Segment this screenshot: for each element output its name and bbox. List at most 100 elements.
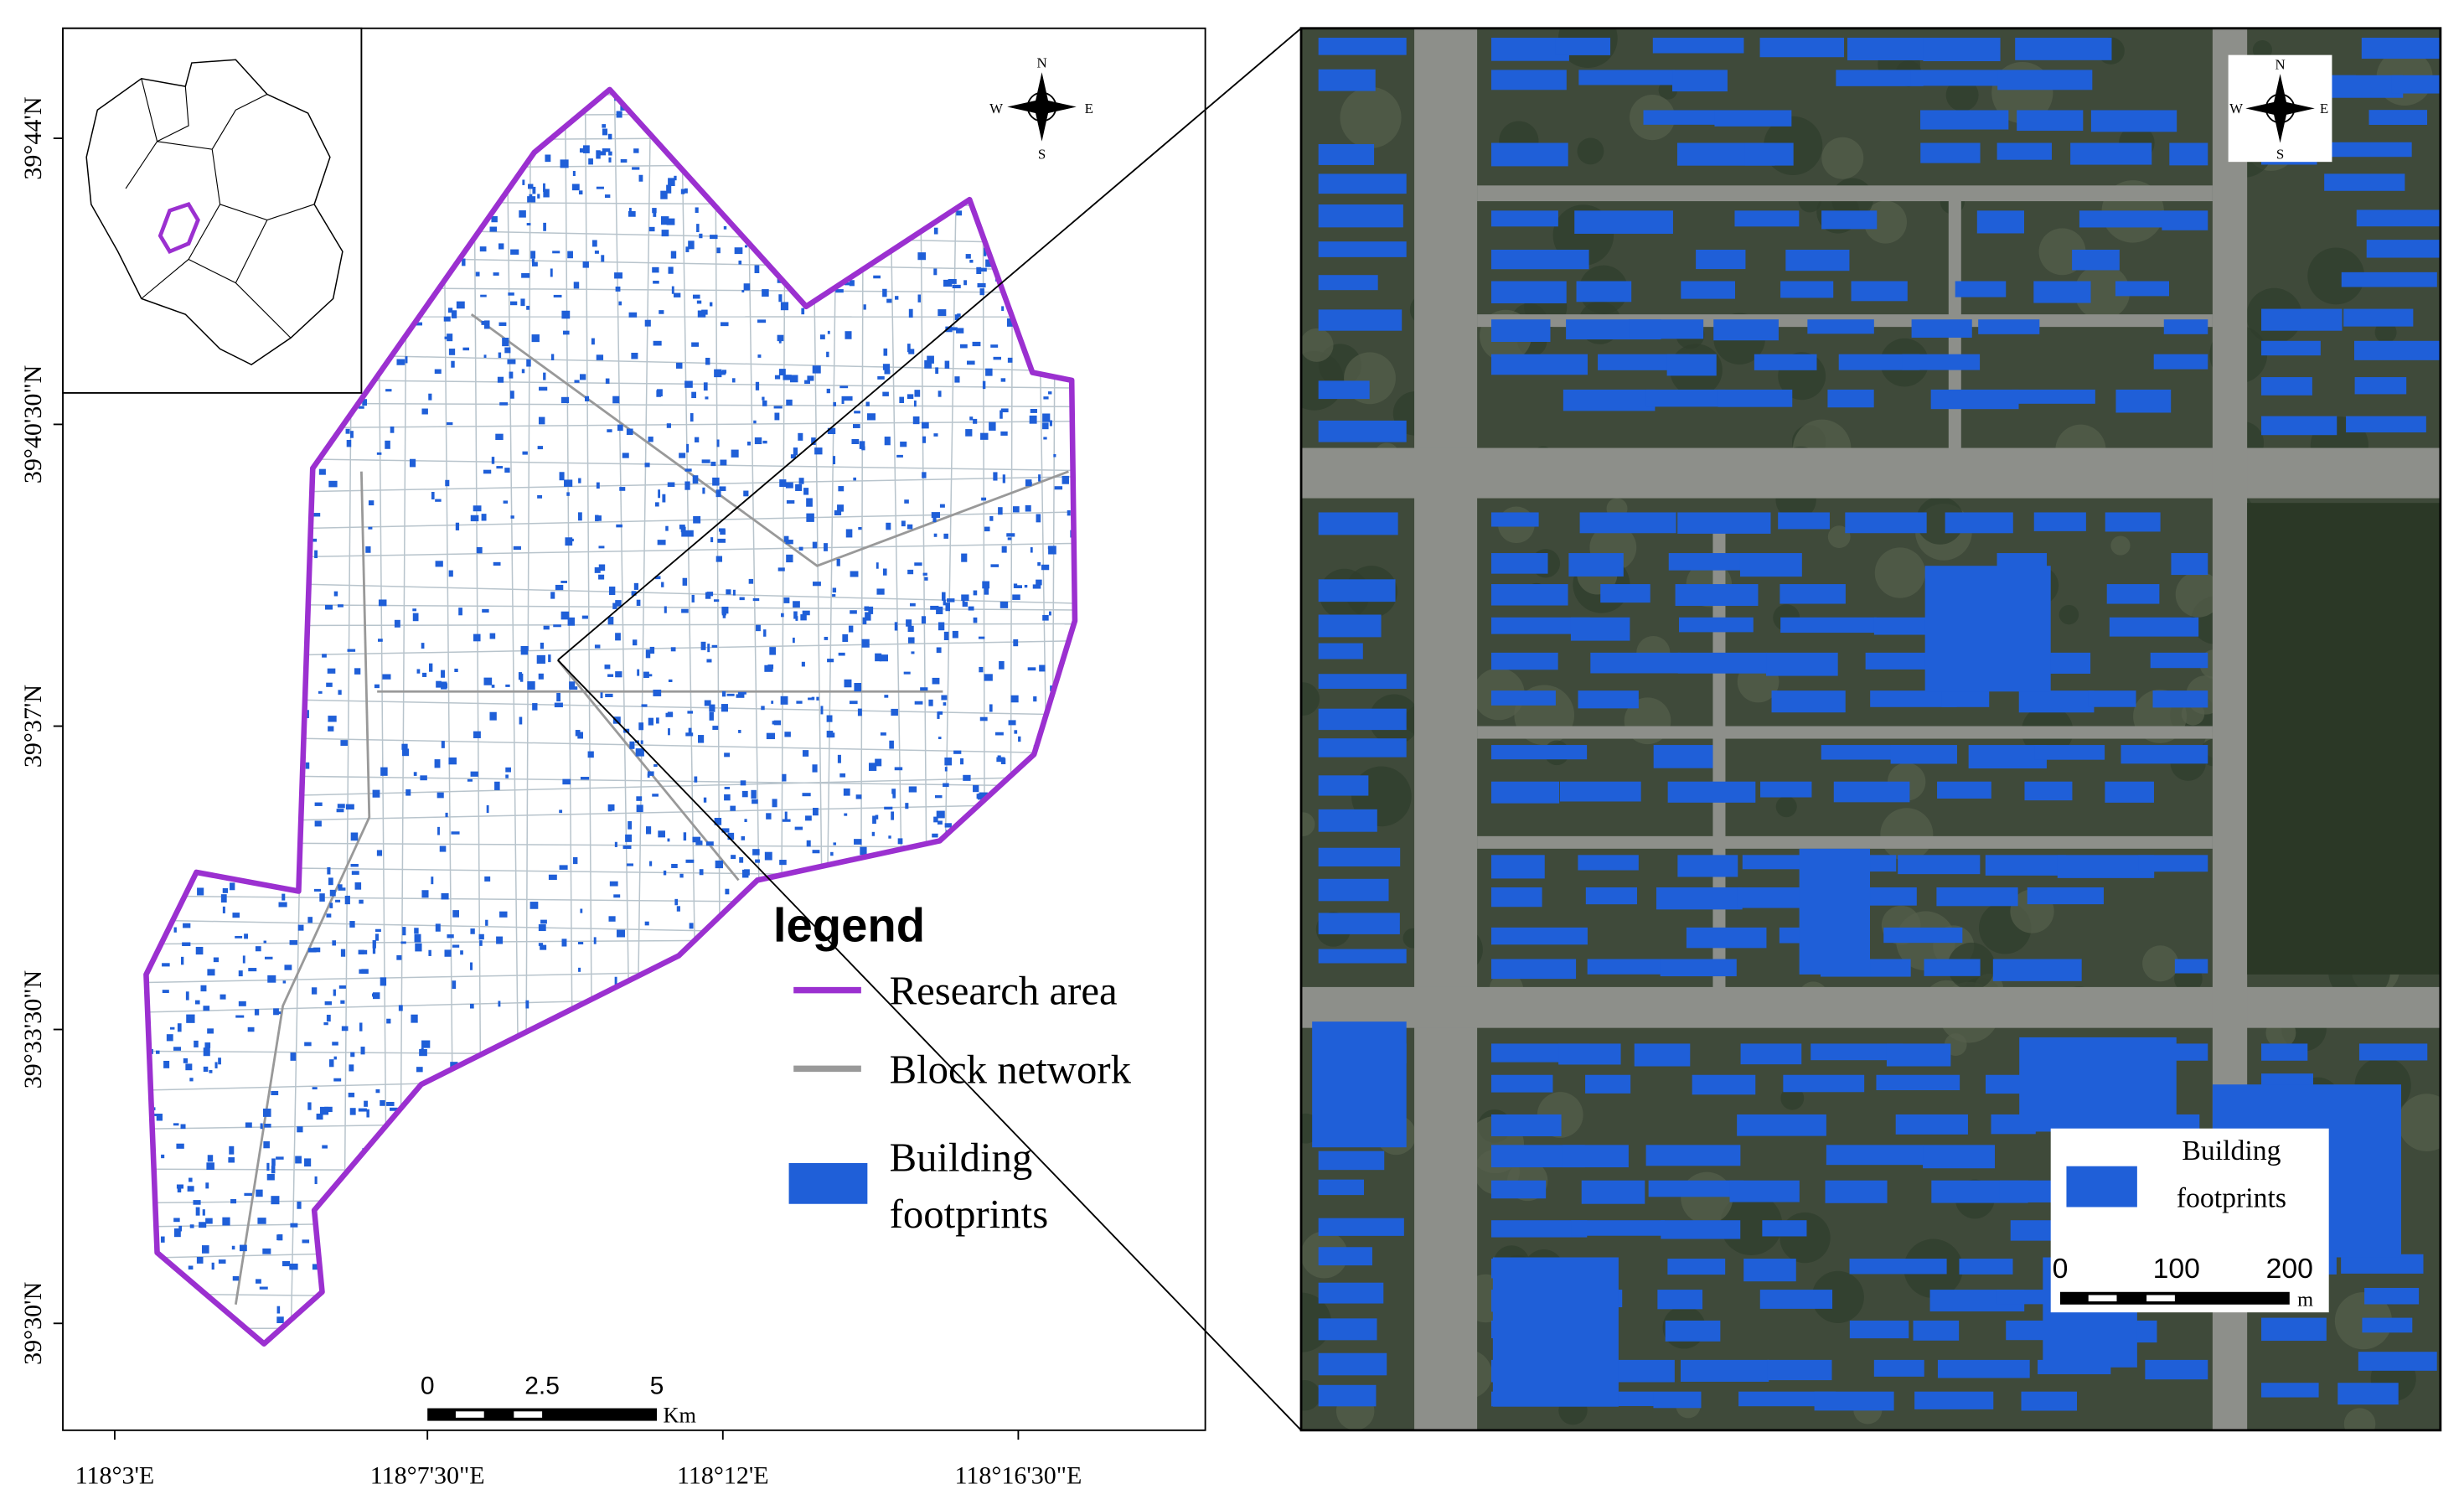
building <box>543 372 546 380</box>
compass-s: S <box>1038 146 1046 162</box>
building <box>242 955 245 964</box>
building <box>173 1228 181 1238</box>
tree-canopy <box>1301 682 1320 716</box>
building <box>1033 696 1037 702</box>
building <box>684 481 690 490</box>
building <box>594 644 601 649</box>
building <box>435 499 442 502</box>
building <box>707 644 710 653</box>
building <box>405 356 408 364</box>
building-footprint <box>1559 781 1641 802</box>
building <box>559 472 565 481</box>
building <box>297 1201 302 1209</box>
building <box>833 842 837 845</box>
building <box>944 360 950 369</box>
building <box>307 948 317 953</box>
building <box>386 1101 395 1106</box>
building <box>702 487 705 494</box>
building <box>806 840 811 847</box>
building-footprint <box>2120 745 2208 764</box>
building <box>596 150 601 159</box>
building <box>644 319 651 327</box>
building <box>790 454 796 459</box>
building-footprint <box>1744 142 1794 166</box>
building-footprint <box>1714 110 1792 127</box>
building <box>350 832 359 841</box>
building <box>412 613 419 622</box>
building <box>350 1052 355 1058</box>
tree-canopy <box>1340 86 1402 148</box>
building <box>439 845 447 852</box>
building <box>527 681 535 690</box>
building <box>575 730 581 737</box>
building <box>812 850 820 854</box>
building <box>813 808 819 816</box>
building <box>867 413 876 421</box>
building <box>959 344 968 349</box>
building-footprint <box>2019 1037 2177 1132</box>
building <box>743 490 749 497</box>
latitude-label: 39°44'N <box>19 97 47 180</box>
building <box>1000 758 1006 765</box>
building-footprint <box>2105 781 2154 803</box>
building <box>421 408 428 415</box>
building <box>709 704 715 712</box>
tree-canopy <box>1775 796 1797 818</box>
building-footprint <box>1490 959 1577 980</box>
building-footprint <box>1570 617 1630 641</box>
building-footprint <box>1318 204 1403 228</box>
building <box>695 207 699 214</box>
building <box>832 456 836 465</box>
scale-unit: Km <box>664 1403 697 1427</box>
building-footprint <box>1696 249 1746 270</box>
building <box>663 870 667 876</box>
building-footprint <box>1923 38 2001 62</box>
building-footprint <box>1318 275 1378 291</box>
building-footprint <box>1312 1021 1407 1148</box>
building <box>607 429 612 432</box>
scale-bar: 0 2.5 5 Km <box>421 1373 697 1428</box>
building <box>894 622 898 631</box>
building <box>999 661 1005 670</box>
building-footprint <box>1873 617 1937 635</box>
building <box>177 1023 182 1032</box>
building <box>345 804 354 810</box>
building-footprint <box>2024 781 2073 801</box>
building <box>173 1218 180 1223</box>
building <box>194 1040 199 1047</box>
building-footprint <box>1318 309 1402 331</box>
building-footprint <box>2327 75 2404 98</box>
building <box>688 530 694 537</box>
building <box>1001 546 1007 553</box>
building <box>371 993 375 997</box>
building <box>838 486 845 492</box>
building-footprint <box>1767 1359 1832 1381</box>
building <box>875 814 879 820</box>
compass: N S W E <box>989 55 1093 163</box>
building <box>588 158 593 165</box>
latitude-label: 39°40'30"N <box>19 365 47 484</box>
building <box>507 359 516 365</box>
building <box>491 685 495 688</box>
building <box>906 619 912 627</box>
building-footprint <box>1576 281 1632 303</box>
building <box>476 546 483 554</box>
building <box>475 271 480 277</box>
building-footprint <box>1870 690 1957 707</box>
building <box>282 1260 291 1267</box>
building <box>448 349 456 355</box>
building <box>518 672 522 680</box>
building-footprint <box>1780 584 1846 604</box>
building <box>658 830 665 838</box>
building <box>640 740 643 744</box>
building <box>390 1107 398 1111</box>
building <box>793 447 798 456</box>
building <box>826 715 833 722</box>
building <box>808 697 814 701</box>
building-footprint <box>2033 281 2091 303</box>
building <box>220 894 227 903</box>
building <box>924 577 928 581</box>
building <box>666 423 671 428</box>
latitude-label: 39°30'N <box>19 1282 47 1365</box>
building <box>922 436 926 443</box>
